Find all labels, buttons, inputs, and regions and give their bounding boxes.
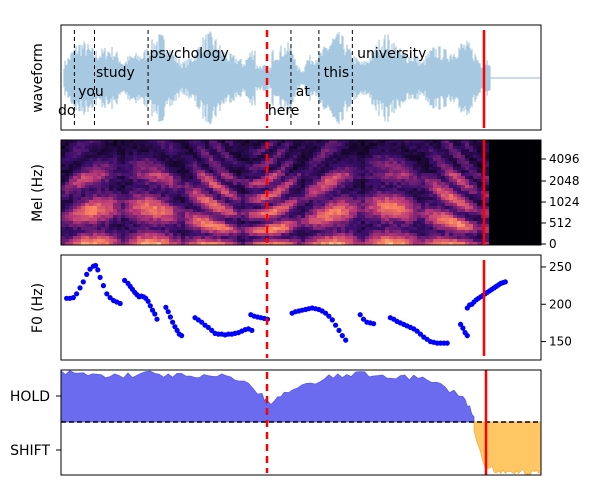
word-label: at bbox=[296, 84, 311, 100]
vad-panel: HOLD SHIFT bbox=[10, 369, 542, 476]
f0-tick-label: 150 bbox=[549, 335, 572, 349]
word-label: you bbox=[78, 84, 104, 100]
f0-point bbox=[70, 295, 76, 301]
f0-point bbox=[502, 279, 508, 285]
f0-point bbox=[417, 331, 423, 337]
f0-point bbox=[165, 309, 171, 315]
mel-spectrogram bbox=[61, 140, 489, 245]
f0-point bbox=[163, 304, 169, 310]
f0-point bbox=[154, 316, 160, 322]
f0-point bbox=[460, 325, 466, 331]
mel-tick-label: 512 bbox=[549, 216, 572, 230]
vad-yticks: HOLD SHIFT bbox=[10, 389, 61, 459]
f0-point bbox=[360, 316, 367, 322]
f0-point bbox=[170, 319, 176, 325]
f0-point bbox=[323, 310, 329, 316]
f0-point bbox=[117, 300, 123, 307]
f0-point bbox=[249, 327, 255, 333]
f0-point bbox=[122, 277, 128, 283]
f0-point bbox=[87, 266, 93, 272]
word-label: here bbox=[268, 103, 300, 119]
word-label: psychology bbox=[150, 46, 229, 62]
f0-point bbox=[167, 314, 173, 320]
f0-point bbox=[77, 285, 83, 291]
f0-point bbox=[93, 262, 99, 269]
f0-point bbox=[104, 291, 110, 297]
mel-tick-label: 2048 bbox=[549, 174, 580, 188]
f0-point bbox=[326, 313, 332, 319]
f0-point bbox=[464, 333, 470, 339]
word-label: this bbox=[324, 65, 350, 81]
word-label: do bbox=[58, 103, 75, 119]
f0-point bbox=[95, 267, 101, 273]
waveform-ylabel: waveform bbox=[30, 43, 46, 113]
f0-point bbox=[209, 327, 215, 333]
f0-point bbox=[444, 340, 450, 346]
shift-tick-label: SHIFT bbox=[10, 443, 50, 459]
f0-point bbox=[414, 328, 420, 334]
word-label: university bbox=[357, 46, 426, 62]
f0-point bbox=[336, 327, 342, 333]
shift-area bbox=[473, 421, 542, 476]
f0-yticks: 150 200 250 bbox=[541, 260, 572, 349]
f0-point bbox=[149, 307, 156, 313]
mel-tick-label: 0 bbox=[549, 237, 557, 251]
f0-point bbox=[145, 298, 151, 304]
f0-point bbox=[107, 295, 113, 301]
f0-tick-label: 250 bbox=[549, 260, 572, 274]
word-label: study bbox=[96, 65, 135, 81]
waveform-trace bbox=[63, 31, 541, 125]
f0-point bbox=[97, 274, 103, 280]
f0-point bbox=[339, 333, 345, 339]
mel-ylabel: Mel (Hz) bbox=[30, 164, 46, 222]
f0-ylabel: F0 (Hz) bbox=[30, 283, 46, 333]
hold-area bbox=[60, 370, 475, 423]
f0-point bbox=[329, 317, 335, 323]
f0-point bbox=[74, 291, 80, 297]
mel-tick-label: 4096 bbox=[549, 152, 580, 166]
mel-panel: 0 512 1024 2048 4096 Mel (Hz) bbox=[30, 139, 580, 251]
f0-point bbox=[205, 324, 211, 330]
f0-point bbox=[100, 283, 106, 289]
f0-point bbox=[357, 312, 363, 318]
f0-point bbox=[84, 271, 90, 277]
f0-point bbox=[371, 321, 377, 327]
f0-point bbox=[343, 337, 349, 343]
f0-point bbox=[80, 279, 86, 285]
f0-point bbox=[199, 319, 205, 325]
word-boundaries bbox=[73, 30, 353, 128]
mel-tick-label: 1024 bbox=[549, 195, 580, 209]
f0-point bbox=[333, 322, 339, 328]
hold-tick-label: HOLD bbox=[10, 389, 50, 405]
f0-tick-label: 200 bbox=[549, 297, 572, 311]
f0-point bbox=[179, 333, 185, 339]
mel-yticks: 0 512 1024 2048 4096 bbox=[541, 152, 580, 251]
f0-points bbox=[64, 262, 508, 346]
f0-point bbox=[152, 311, 158, 317]
f0-point bbox=[147, 303, 153, 309]
f0-panel: 150 200 250 F0 (Hz) bbox=[30, 254, 572, 361]
